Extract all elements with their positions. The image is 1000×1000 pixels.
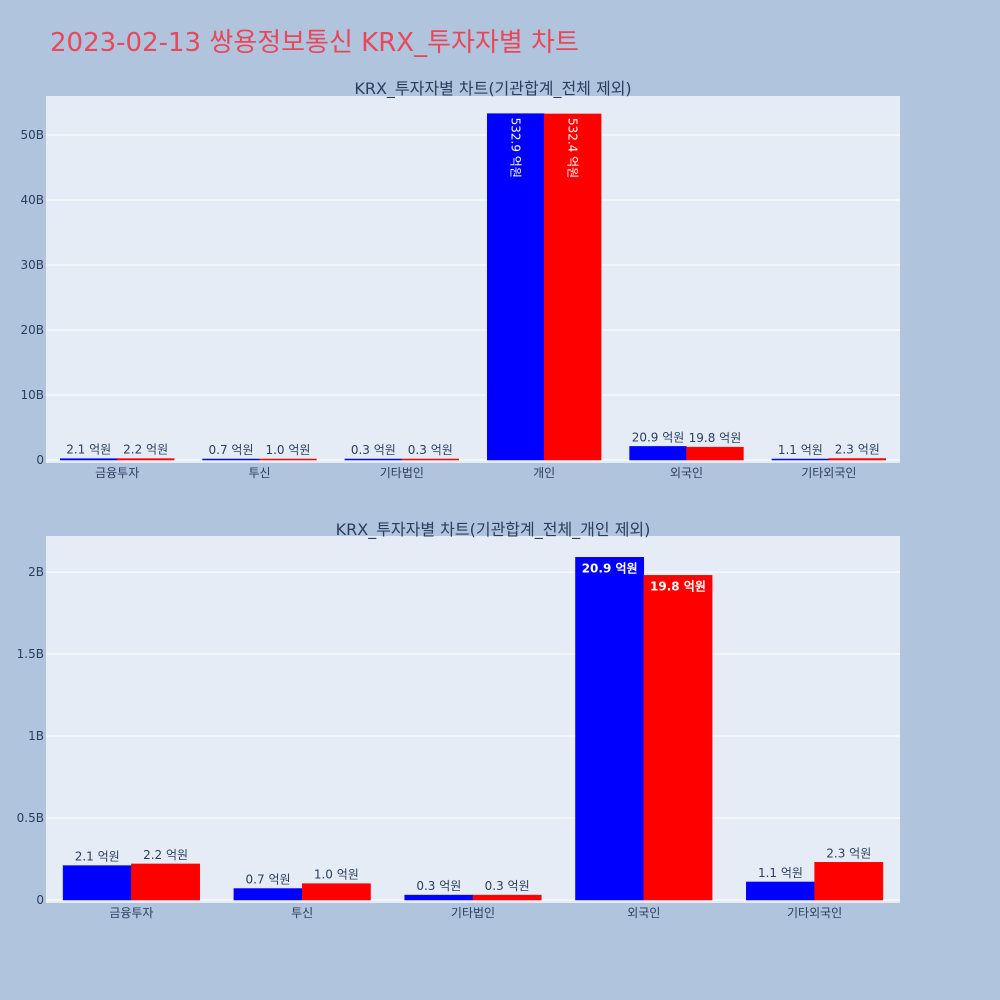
bar-sell xyxy=(543,113,602,461)
y-tick-label: 40B xyxy=(20,193,44,207)
bar-sell xyxy=(814,862,884,901)
y-tick-label: 0 xyxy=(36,893,44,907)
x-tick-label: 금융투자 xyxy=(109,906,153,920)
x-tick-label: 개인 xyxy=(533,466,555,480)
x-tick-label: 기타법인 xyxy=(380,466,424,480)
bar-value-label: 2.3 억원 xyxy=(835,443,880,457)
bar-value-label: 2.2 억원 xyxy=(143,848,188,862)
bar-buy xyxy=(746,881,815,901)
chart-subtitle: KRX_투자자별 차트(기관합계_전체_개인 제외) xyxy=(336,520,651,540)
bar-buy xyxy=(629,446,687,461)
chart-subtitle: KRX_투자자별 차트(기관합계_전체 제외) xyxy=(354,79,631,99)
bar-value-label: 532.9 억원 xyxy=(509,118,523,178)
page-title: 2023-02-13 쌍용정보통신 KRX_투자자별 차트 xyxy=(50,28,579,58)
bar-buy xyxy=(344,458,403,461)
bar-buy xyxy=(62,865,132,901)
plot-area xyxy=(46,96,900,463)
bar-sell xyxy=(828,458,887,461)
bar-value-label: 19.8 억원 xyxy=(650,579,706,593)
bar-buy xyxy=(59,458,118,461)
bar-value-label: 0.7 억원 xyxy=(246,873,291,887)
bar-value-label: 1.1 억원 xyxy=(758,866,803,880)
y-tick-label: 30B xyxy=(20,258,44,272)
bar-value-label: 0.3 억원 xyxy=(416,879,461,893)
y-tick-label: 50B xyxy=(20,128,44,142)
plot-area xyxy=(46,536,900,903)
chart-excluding-individuals: 0 0.5B 1B 1.5B 2B KRX_투자자별 차트(기관합계_전체_개인 제외) 금… xyxy=(17,520,900,920)
bar-value-label: 0.7 억원 xyxy=(209,443,254,457)
bar-value-label: 0.3 억원 xyxy=(408,443,453,457)
bar-sell xyxy=(116,458,175,461)
x-tick-label: 기타외국인 xyxy=(801,466,856,480)
y-tick-label: 1B xyxy=(28,729,44,743)
y-tick-label: 20B xyxy=(20,323,44,337)
bar-value-label: 19.8 억원 xyxy=(689,431,742,445)
bar-buy xyxy=(202,458,260,461)
x-tick-label: 외국인 xyxy=(627,906,660,920)
bar-value-label: 0.3 억원 xyxy=(485,879,530,893)
bar-value-label: 532.4 억원 xyxy=(566,118,580,178)
bar-buy xyxy=(404,894,474,901)
bar-buy xyxy=(575,557,645,901)
y-tick-label: 0 xyxy=(36,453,44,467)
bar-value-label: 2.3 억원 xyxy=(826,846,871,860)
y-tick-label: 0.5B xyxy=(17,811,44,825)
bar-sell xyxy=(259,458,317,461)
bar-value-label: 1.1 억원 xyxy=(778,443,823,457)
bar-buy xyxy=(771,458,830,461)
x-tick-label: 기타법인 xyxy=(451,906,495,920)
x-tick-label: 외국인 xyxy=(670,466,703,480)
bar-value-label: 0.3 억원 xyxy=(351,443,396,457)
y-tick-label: 10B xyxy=(20,388,44,402)
x-tick-label: 투신 xyxy=(291,906,313,920)
bar-buy xyxy=(233,888,303,901)
bar-sell xyxy=(301,883,371,901)
bar-sell xyxy=(401,458,460,461)
bar-value-label: 1.0 억원 xyxy=(265,443,310,457)
x-tick-label: 투신 xyxy=(248,466,270,480)
bar-value-label: 2.1 억원 xyxy=(75,850,120,864)
bar-value-label: 20.9 억원 xyxy=(632,430,685,444)
bar-sell xyxy=(686,446,744,461)
x-tick-label: 금융투자 xyxy=(95,466,139,480)
bar-value-label: 2.1 억원 xyxy=(66,443,111,457)
bar-value-label: 20.9 억원 xyxy=(582,561,638,575)
x-tick-label: 기타외국인 xyxy=(787,906,842,920)
bar-value-label: 2.2 억원 xyxy=(123,443,168,457)
bar-value-label: 1.0 억원 xyxy=(314,868,359,882)
y-tick-label: 2B xyxy=(28,565,44,579)
bar-sell xyxy=(472,894,542,901)
y-tick-label: 1.5B xyxy=(17,647,44,661)
chart-all-investors: 0 10B 20B 30B 40B 50B KRX_투자자별 차트(기관합계_전체 제외) 금… xyxy=(20,79,900,480)
bar-sell xyxy=(643,575,713,901)
bar-sell xyxy=(131,863,200,901)
